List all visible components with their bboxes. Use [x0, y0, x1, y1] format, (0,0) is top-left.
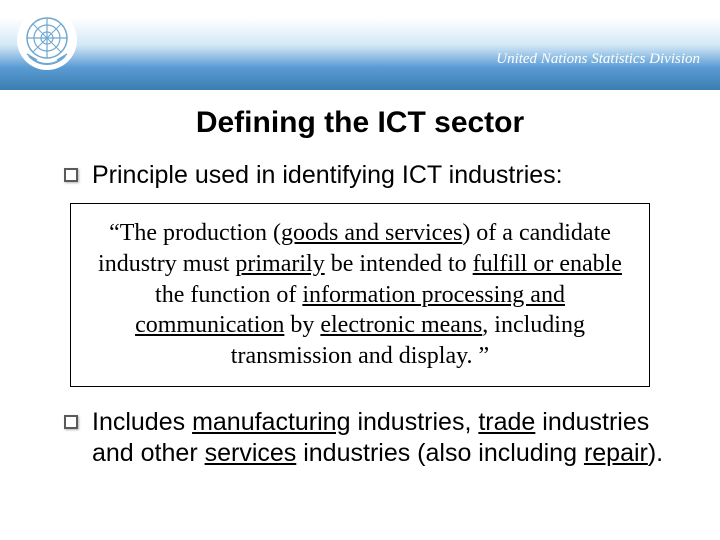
quote-box: “The production (goods and services) of … [70, 203, 650, 387]
bullet-text: Includes manufacturing industries, trade… [92, 407, 680, 470]
quote-segment: “The production ( [109, 220, 281, 246]
bullet-item: Principle used in identifying ICT indust… [40, 160, 680, 191]
quote-underline: primarily [235, 251, 324, 277]
bullet-text: Principle used in identifying ICT indust… [92, 160, 563, 191]
quote-underline: electronic means [320, 312, 482, 338]
bullet-marker-icon [64, 415, 78, 429]
un-logo-icon [15, 8, 79, 72]
text-underline: trade [478, 408, 535, 436]
text-segment: Includes [92, 408, 192, 436]
quote-segment: be intended to [325, 251, 473, 277]
bullet-item: Includes manufacturing industries, trade… [40, 407, 680, 470]
header-org-label: United Nations Statistics Division [496, 51, 700, 68]
quote-segment: by [284, 312, 320, 338]
header-band: United Nations Statistics Division [0, 0, 720, 90]
slide-title: Defining the ICT sector [40, 106, 680, 140]
quote-segment: the function of [155, 282, 302, 308]
quote-underline: goods and services [281, 220, 462, 246]
bullet-marker-icon [64, 168, 78, 182]
quote-underline: fulfill or enable [473, 251, 622, 277]
text-segment: ). [648, 439, 663, 467]
text-underline: repair [584, 439, 648, 467]
text-segment: industries, [351, 408, 479, 436]
text-underline: manufacturing [192, 408, 350, 436]
slide-content: Defining the ICT sector Principle used i… [0, 90, 720, 469]
text-segment: industries (also including [296, 439, 584, 467]
text-underline: services [205, 439, 297, 467]
